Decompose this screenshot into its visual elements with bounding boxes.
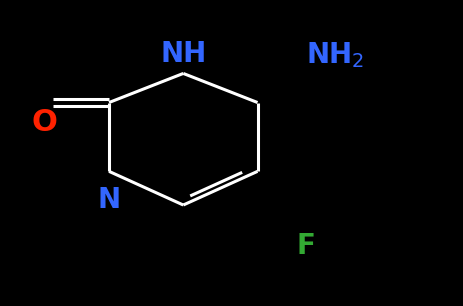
Text: F: F (296, 232, 315, 260)
Text: NH: NH (160, 39, 206, 68)
Text: NH$_2$: NH$_2$ (306, 40, 364, 70)
Text: N: N (97, 186, 120, 215)
Text: O: O (31, 108, 57, 137)
